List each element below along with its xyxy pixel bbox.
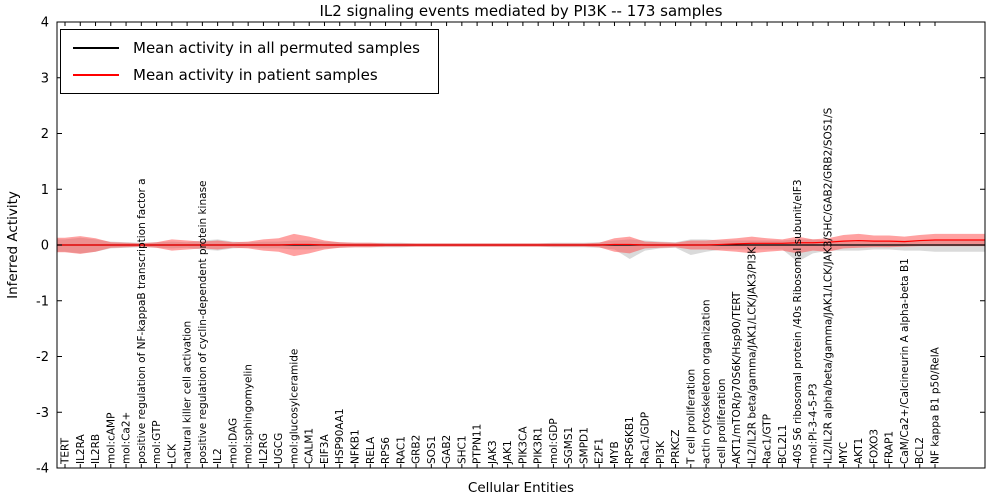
- x-tick-label: NF kappa B1 p50/RelA: [930, 346, 942, 464]
- x-tick-label: FOXO3: [868, 429, 880, 464]
- x-tick-label: HSP90AA1: [334, 408, 346, 464]
- x-tick-label: UGCG: [273, 433, 285, 464]
- x-tick-label: GRB2: [411, 435, 423, 464]
- x-tick-label: PI3K: [655, 440, 667, 464]
- y-tick-label: -2: [36, 350, 49, 365]
- x-tick-label: NFKB1: [350, 429, 362, 464]
- y-tick-label: -3: [36, 406, 49, 421]
- x-tick-label: mol:GTP: [151, 420, 163, 464]
- y-tick-label: 1: [41, 183, 49, 198]
- legend-item-patient: Mean activity in patient samples: [73, 65, 420, 84]
- x-axis-label: Cellular Entities: [467, 480, 575, 496]
- x-tick-label: AKT1/mTOR/p70S6K/Hsp90/TERT: [731, 291, 743, 464]
- x-tick-label: JAK1: [502, 440, 514, 465]
- x-tick-label: IL2: [212, 448, 224, 464]
- x-tick-label: IL2RB: [90, 434, 102, 464]
- x-tick-label: mol:PI-3-4-5-P3: [807, 383, 819, 464]
- permuted-line-swatch: [73, 47, 119, 50]
- x-tick-label: IL2RG: [258, 433, 270, 464]
- x-tick-label: IL2/IL2R alpha/beta/gamma/JAK1/LCK/JAK3/…: [823, 107, 835, 464]
- x-tick-label: mol:glucosylceramide: [288, 349, 300, 464]
- x-tick-label: RPS6: [380, 437, 392, 464]
- x-tick-label: mol:DAG: [227, 418, 239, 464]
- y-tick-label: 0: [41, 239, 49, 254]
- y-tick-label: 3: [41, 71, 49, 86]
- x-tick-label: JAK3: [487, 440, 499, 465]
- y-tick-label: 2: [41, 127, 49, 142]
- x-tick-label: actin cytoskeleton organization: [701, 299, 713, 464]
- x-tick-label: BCL2: [914, 437, 926, 464]
- x-tick-label: BCL2L1: [777, 425, 789, 464]
- x-tick-label: RELA: [365, 436, 377, 464]
- x-tick-label: mol:sphingomyelin: [243, 364, 255, 464]
- x-tick-label: mol:cAMP: [105, 413, 117, 464]
- x-tick-label: MYB: [609, 441, 621, 464]
- x-tick-label: SHC1: [456, 435, 468, 464]
- patient-mean-line: [57, 239, 985, 246]
- x-tick-label: Rac1/GDP: [640, 412, 652, 464]
- x-tick-label: RAC1: [395, 436, 407, 464]
- x-tick-label: PIK3R1: [533, 427, 545, 464]
- chart-title: IL2 signaling events mediated by PI3K --…: [319, 2, 723, 20]
- x-tick-label: E2F1: [594, 438, 606, 464]
- x-tick-label: LCK: [166, 443, 178, 464]
- patient-line-swatch: [73, 73, 119, 76]
- legend: Mean activity in all permuted samples Me…: [60, 29, 439, 94]
- x-tick-label: positive regulation of NF-kappaB transcr…: [136, 178, 148, 464]
- y-tick-label: -1: [36, 294, 49, 309]
- x-tick-label: Rac1/GTP: [762, 414, 774, 464]
- x-tick-label: SOS1: [426, 436, 438, 464]
- x-tick-label: natural killer cell activation: [182, 321, 194, 464]
- x-tick-label: TERT: [60, 437, 72, 465]
- x-tick-label: cell proliferation: [716, 379, 728, 464]
- x-tick-label: SMPD1: [578, 427, 590, 464]
- x-tick-label: PIK3CA: [517, 426, 529, 464]
- x-tick-label: MYC: [838, 442, 850, 464]
- x-tick-label: mol:GDP: [548, 418, 560, 464]
- legend-label-patient: Mean activity in patient samples: [133, 65, 378, 84]
- x-tick-label: positive regulation of cyclin-dependent …: [197, 180, 209, 464]
- x-tick-label: SGMS1: [563, 427, 575, 464]
- x-tick-label: T cell proliferation: [685, 369, 697, 465]
- x-tick-label: CALM1: [304, 428, 316, 464]
- x-tick-label: AKT1: [853, 438, 865, 464]
- legend-label-permuted: Mean activity in all permuted samples: [133, 39, 420, 57]
- y-tick-label: -4: [36, 462, 49, 477]
- x-tick-label: PTPN11: [472, 424, 484, 464]
- legend-item-permuted: Mean activity in all permuted samples: [73, 40, 420, 57]
- x-tick-label: CaM/Ca2+/Calcineurin A alpha-beta B1: [899, 258, 911, 464]
- x-tick-label: GAB2: [441, 435, 453, 464]
- y-tick-label: 4: [41, 16, 49, 31]
- x-tick-label: IL2/IL2R beta/gamma/JAK1/LCK/JAK3/PI3K: [746, 246, 758, 464]
- x-tick-label: RPS6KB1: [624, 416, 636, 464]
- x-tick-label: FRAP1: [884, 431, 896, 464]
- y-axis-label: Inferred Activity: [5, 191, 21, 299]
- x-tick-label: PRKCZ: [670, 430, 682, 464]
- x-tick-label: IL2RA: [75, 434, 87, 464]
- x-tick-label: EIF3A: [319, 434, 331, 464]
- x-tick-label: mol:Ca2+: [121, 412, 133, 464]
- x-tick-label: 40S S6 ribosomal protein /40s Ribosomal …: [792, 179, 804, 464]
